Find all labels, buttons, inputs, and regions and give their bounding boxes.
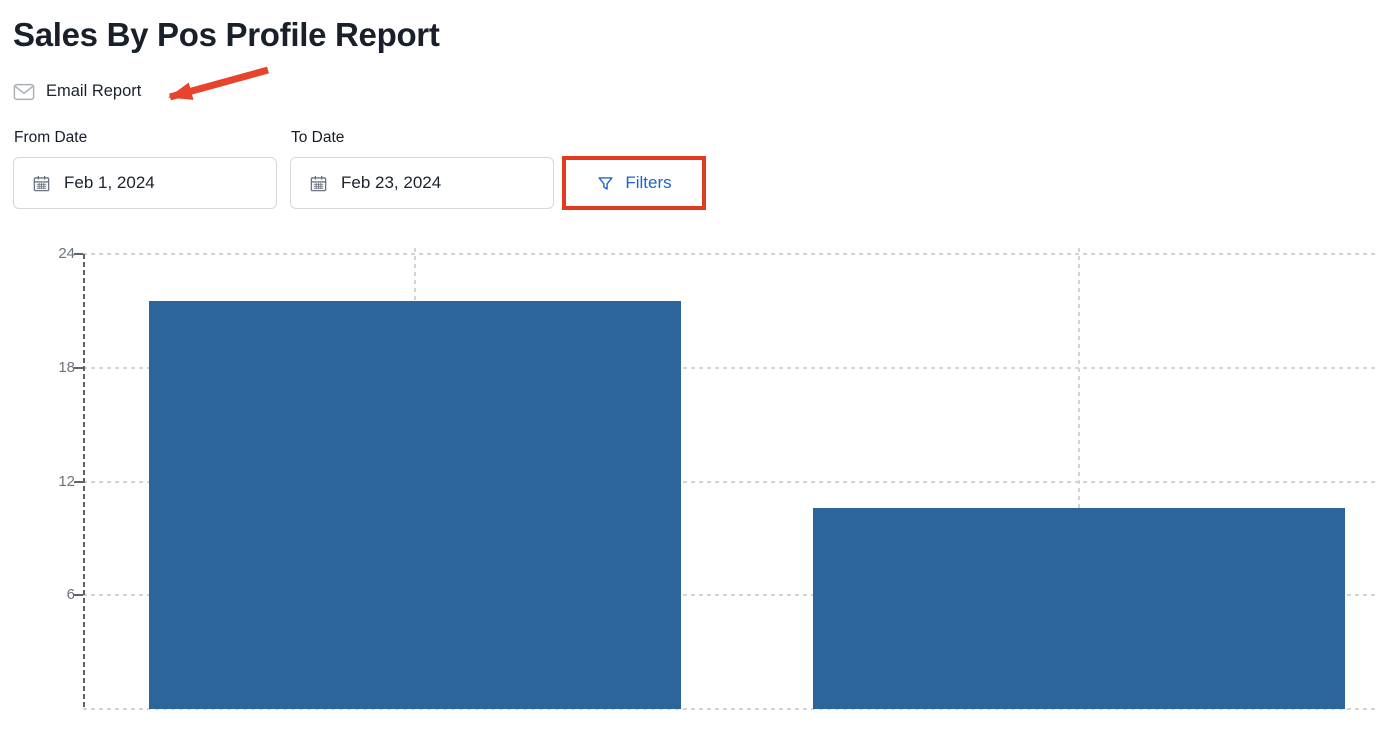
y-axis-tick	[74, 253, 83, 255]
mail-icon	[13, 83, 35, 101]
calendar-icon	[309, 174, 328, 193]
y-axis-tick-label: 24	[58, 245, 75, 262]
from-date-input[interactable]: Feb 1, 2024	[13, 157, 277, 209]
h-gridline	[83, 253, 1376, 255]
y-axis-tick	[74, 594, 83, 597]
filter-icon	[596, 174, 615, 193]
y-axis-tick	[74, 480, 83, 483]
calendar-icon	[32, 174, 51, 193]
filters-button[interactable]: Filters	[566, 160, 702, 206]
filters-annotation-box: Filters	[562, 156, 706, 210]
filters-button-label: Filters	[625, 173, 672, 192]
from-date-label: From Date	[14, 129, 88, 146]
y-axis-tick	[74, 366, 83, 369]
bar[interactable]	[813, 508, 1345, 709]
bar[interactable]	[149, 301, 681, 709]
y-axis-line	[83, 254, 85, 709]
to-date-label: To Date	[291, 129, 345, 146]
y-axis-tick-label: 12	[58, 472, 75, 490]
to-date-input[interactable]: Feb 23, 2024	[290, 157, 554, 209]
to-date-value: Feb 23, 2024	[341, 173, 442, 192]
email-report-button[interactable]: Email Report	[13, 82, 141, 101]
page-title: Sales By Pos Profile Report	[13, 16, 440, 53]
y-axis-tick-label: 6	[66, 586, 75, 604]
red-arrow-annotation	[168, 66, 269, 101]
from-date-value: Feb 1, 2024	[64, 173, 155, 192]
y-axis-tick-label: 18	[58, 358, 75, 376]
email-report-label: Email Report	[46, 82, 142, 100]
